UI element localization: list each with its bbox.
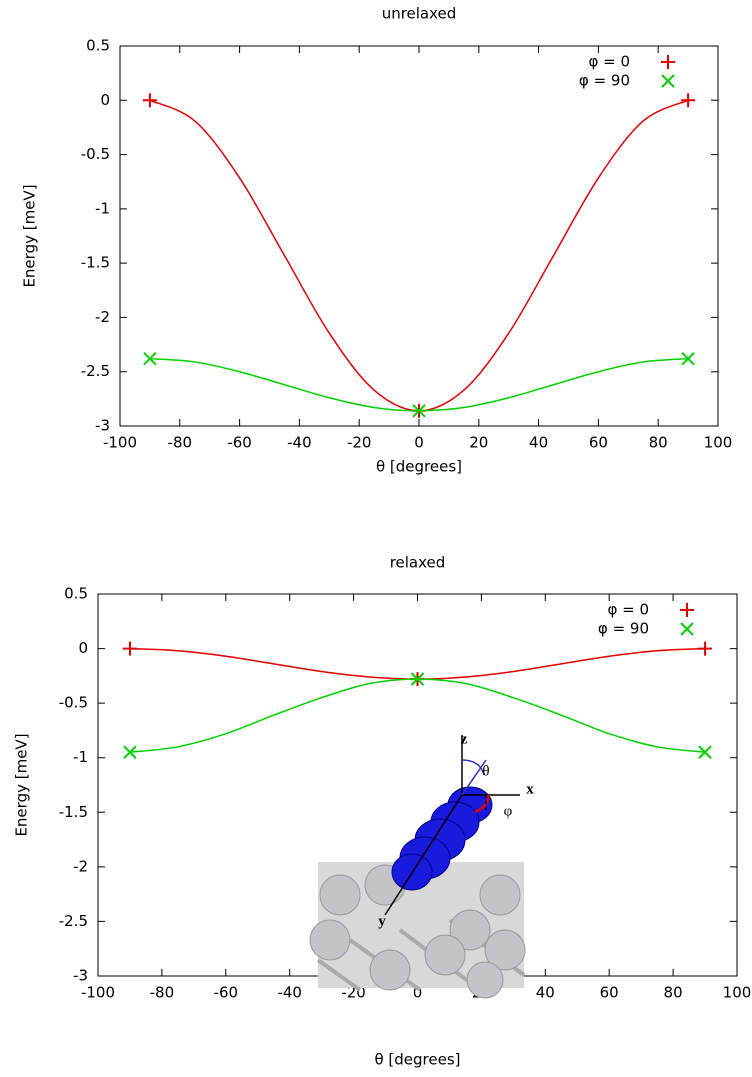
inset-label: θ xyxy=(482,763,489,779)
point-marker xyxy=(681,93,696,108)
y-axis-label: Energy [meV] xyxy=(13,733,31,836)
inset-image: z x y θ φ xyxy=(309,731,534,999)
legend-label: φ = 0 xyxy=(588,53,630,71)
x-tick-label: 60 xyxy=(600,984,619,1002)
y-tick-label: -1 xyxy=(95,199,110,217)
y-tick-label: 0.5 xyxy=(86,37,110,55)
series-line xyxy=(149,99,689,412)
y-tick-label: 0 xyxy=(100,91,110,109)
x-tick-label: -20 xyxy=(347,434,372,452)
x-tick-label: 20 xyxy=(469,434,488,452)
legend-label: φ = 90 xyxy=(579,72,630,90)
x-tick-label: 60 xyxy=(589,434,608,452)
y-tick-label: -2 xyxy=(95,308,110,326)
x-tick-label: -60 xyxy=(227,434,252,452)
y-tick-label: 0 xyxy=(78,639,88,657)
point-marker xyxy=(410,672,425,686)
point-marker xyxy=(698,745,712,759)
chart-title: unrelaxed xyxy=(382,5,457,23)
y-tick-label: -3 xyxy=(73,967,88,985)
x-tick-label: -100 xyxy=(81,984,115,1002)
x-tick-label: 40 xyxy=(536,984,555,1002)
x-tick-label: -40 xyxy=(277,984,302,1002)
inset-label: x xyxy=(526,781,534,797)
x-tick-label: -80 xyxy=(168,434,193,452)
legend-marker xyxy=(680,603,694,617)
y-tick-label: -1 xyxy=(73,748,88,766)
chart-title: relaxed xyxy=(390,554,446,572)
y-tick-label: -1.5 xyxy=(81,254,110,272)
x-tick-label: 40 xyxy=(529,434,548,452)
point-marker xyxy=(412,404,426,418)
point-marker xyxy=(142,93,157,108)
axes-arrows xyxy=(384,735,520,916)
y-tick-label: -1.5 xyxy=(59,803,88,821)
legend-marker xyxy=(661,74,675,88)
point-marker xyxy=(143,351,157,366)
x-tick-label: 80 xyxy=(649,434,668,452)
point-marker xyxy=(698,641,713,656)
x-axis-label: θ [degrees] xyxy=(376,458,462,476)
x-tick-label: 0 xyxy=(414,434,424,452)
y-tick-label: -0.5 xyxy=(81,145,110,163)
x-tick-label: -60 xyxy=(214,984,239,1002)
y-axis-label: Energy [meV] xyxy=(21,184,39,287)
x-tick-label: -80 xyxy=(150,984,175,1002)
x-tick-label: -40 xyxy=(287,434,312,452)
inset-label: z xyxy=(461,731,468,747)
x-tick-label: -100 xyxy=(103,434,137,452)
y-tick-label: -3 xyxy=(95,417,110,435)
point-marker xyxy=(122,641,137,656)
x-tick-label: 80 xyxy=(664,984,683,1002)
y-tick-label: -2 xyxy=(73,857,88,875)
x-axis-label: θ [degrees] xyxy=(374,1051,460,1069)
point-marker xyxy=(123,745,137,759)
x-tick-label: 100 xyxy=(723,984,752,1002)
legend-marker xyxy=(680,622,694,636)
y-tick-label: 0.5 xyxy=(64,585,88,603)
molecule xyxy=(391,786,493,891)
legend-label: φ = 0 xyxy=(607,601,649,619)
series-line xyxy=(149,357,689,412)
x-tick-label: 100 xyxy=(704,434,733,452)
y-tick-label: -2.5 xyxy=(81,362,110,380)
inset-label: φ xyxy=(504,803,513,819)
y-tick-label: -0.5 xyxy=(59,694,88,712)
legend-marker xyxy=(661,55,675,69)
legend-label: φ = 90 xyxy=(598,620,649,638)
inset-label: y xyxy=(378,913,386,929)
y-tick-label: -2.5 xyxy=(59,912,88,930)
plot-frame xyxy=(119,45,719,427)
x-tick-label: 0 xyxy=(413,984,423,1002)
series-line xyxy=(129,678,706,754)
point-marker xyxy=(681,351,695,366)
